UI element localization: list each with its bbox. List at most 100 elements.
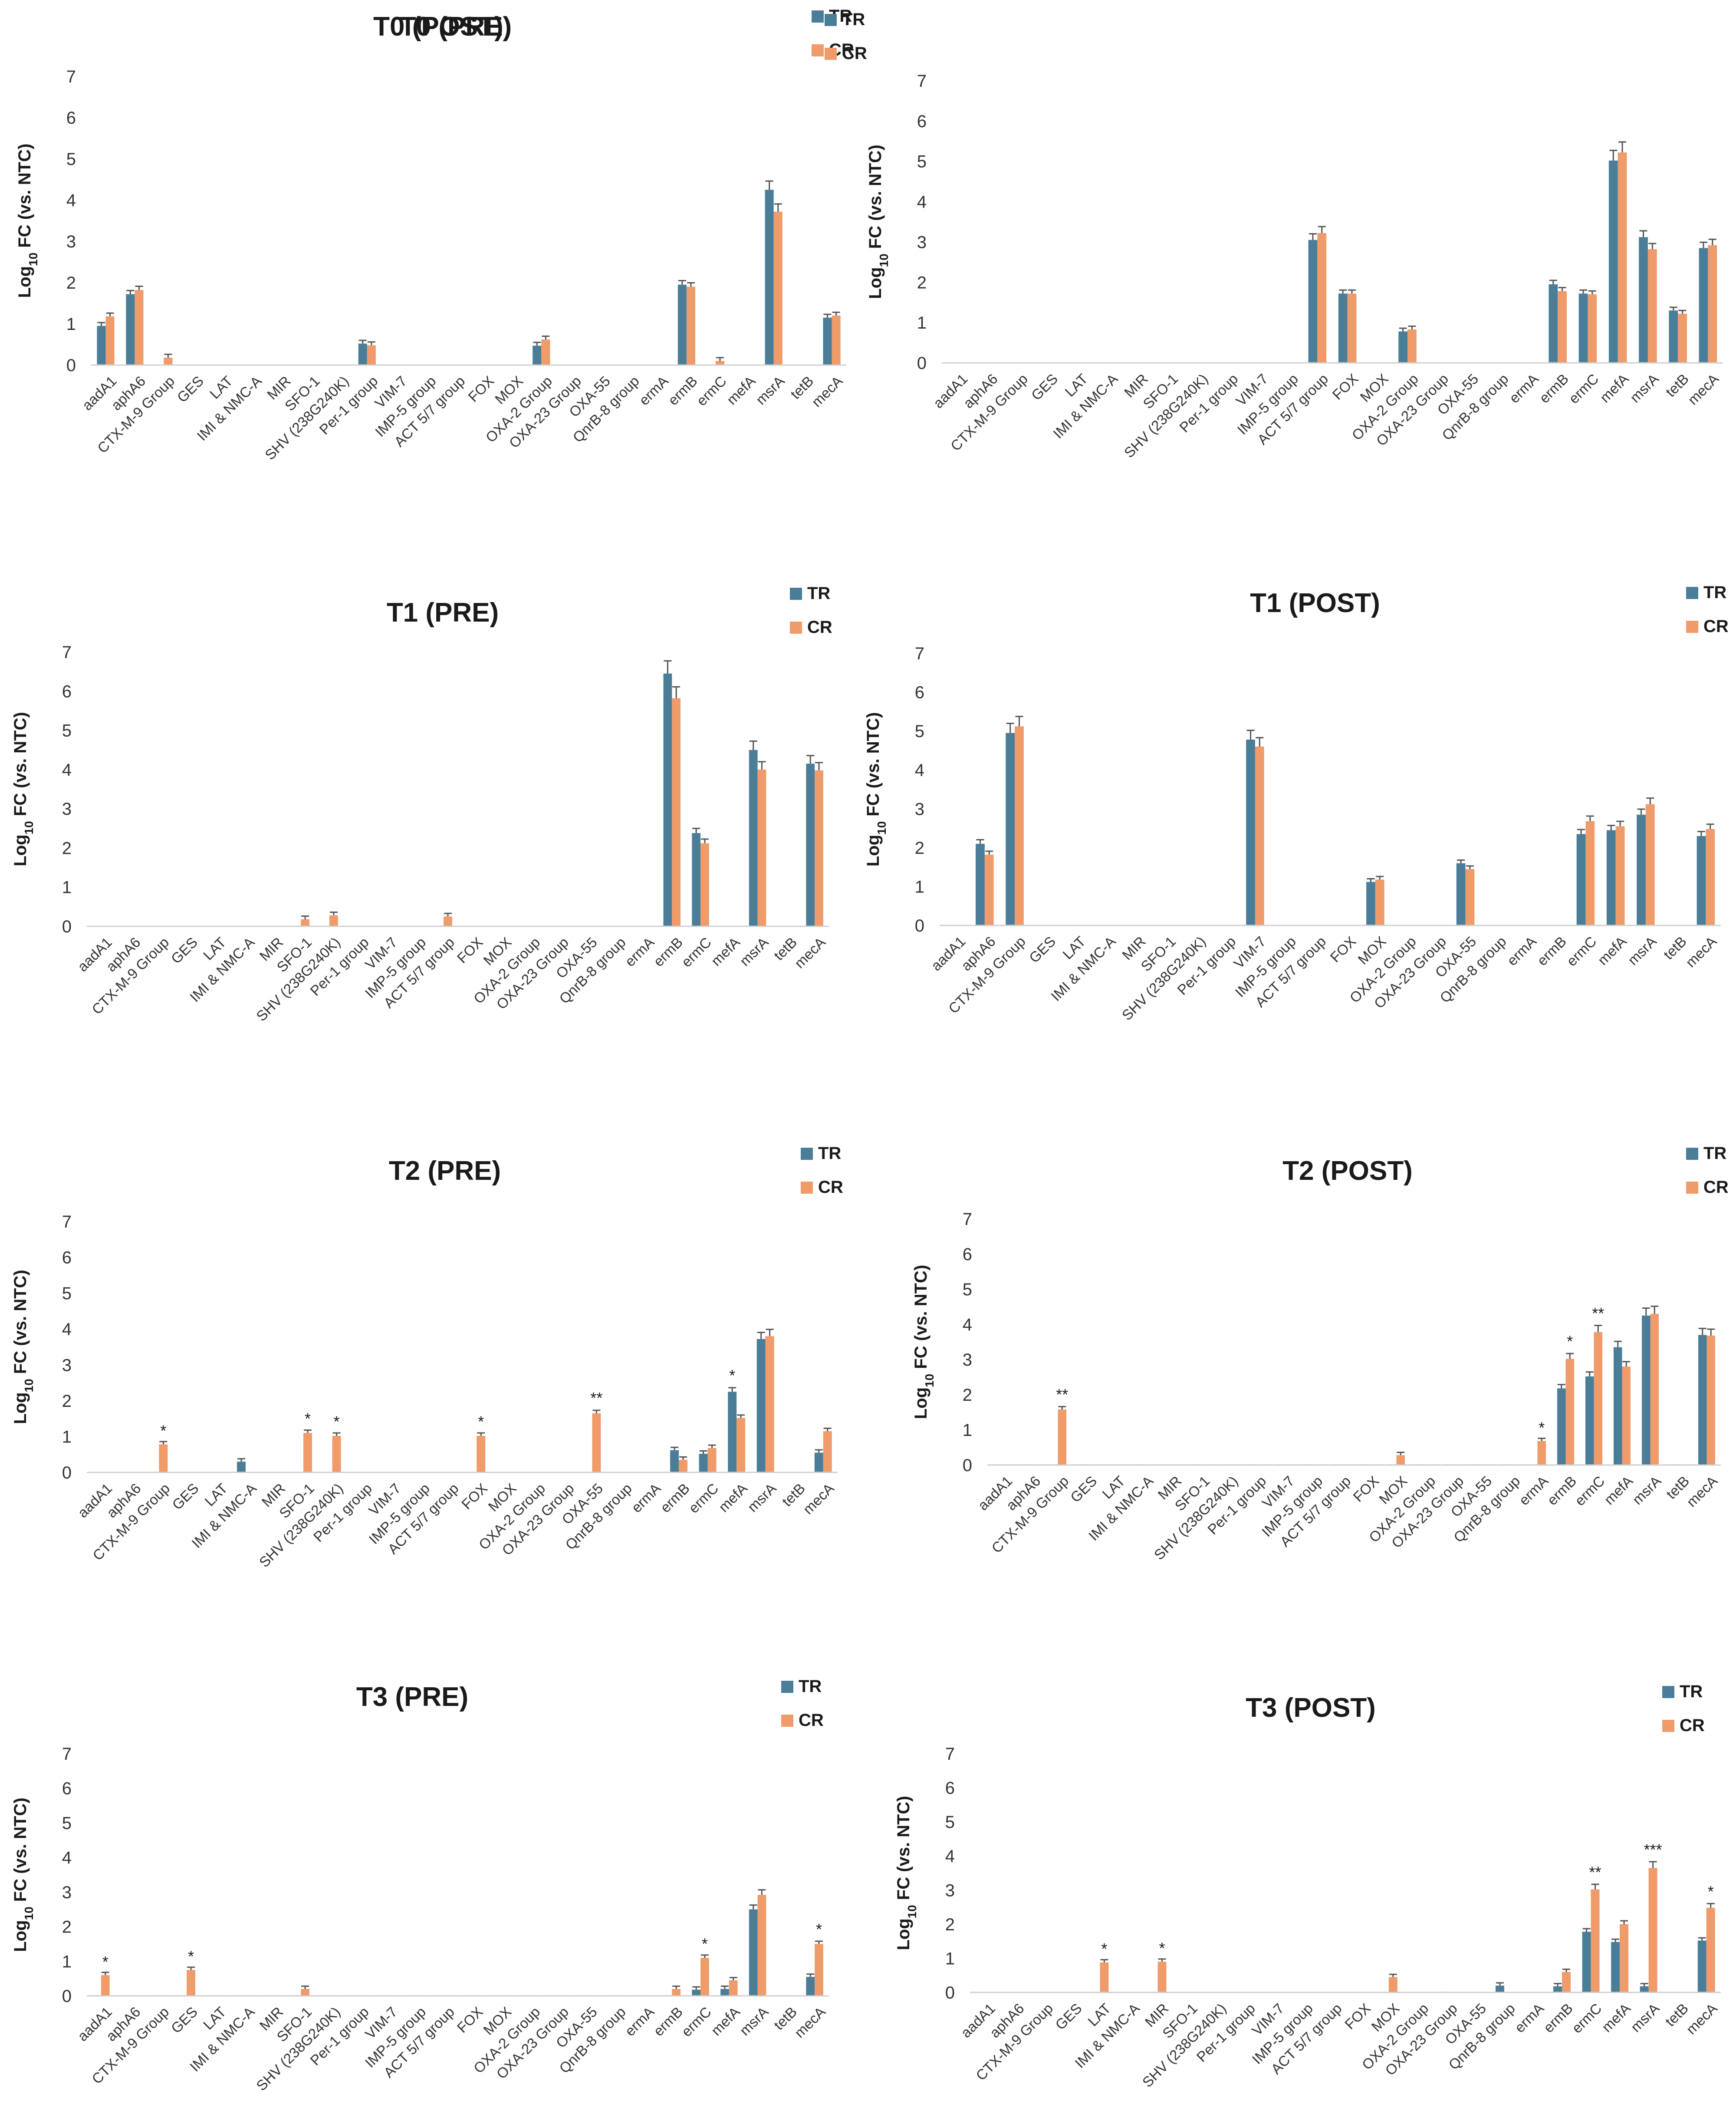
- y-axis-label-subscript: 10: [22, 1379, 36, 1392]
- bar-cr: [672, 1989, 681, 1996]
- y-tick-label: 3: [915, 800, 924, 819]
- significance-marker: ***: [1644, 1840, 1662, 1858]
- bar-tr: [756, 1339, 766, 1472]
- y-tick-label: 6: [62, 682, 72, 701]
- bar-cr: [1100, 1962, 1109, 1992]
- x-tick-label: mefA: [1597, 371, 1632, 406]
- y-axis-label: Log10 FC (vs. NTC): [15, 144, 40, 298]
- bar-tr: [1669, 310, 1678, 363]
- x-tick-label: mecA: [1682, 933, 1720, 971]
- legend-swatch-cr: [1686, 621, 1698, 633]
- x-tick-label: ermB: [665, 373, 700, 408]
- bar-cr: [823, 1431, 832, 1472]
- x-tick-label: ermC: [694, 373, 730, 409]
- legend-label-cr: CR: [1703, 1178, 1729, 1197]
- y-axis-label-rest: FC (vs. NTC): [911, 1265, 930, 1374]
- y-tick-label: 4: [915, 761, 924, 780]
- y-axis-label-log: Log: [864, 835, 883, 866]
- y-tick-label: 6: [62, 1779, 72, 1798]
- significance-marker: **: [1056, 1386, 1068, 1403]
- significance-marker: *: [188, 1948, 194, 1966]
- y-tick-label: 1: [917, 313, 927, 333]
- bar-cr: [1465, 869, 1475, 925]
- x-tick-label: GES: [1026, 933, 1059, 966]
- x-tick-label: ermC: [1568, 2000, 1604, 2036]
- bar-cr: [729, 1980, 738, 1996]
- x-tick-label: FOX: [1341, 2000, 1374, 2032]
- y-tick-label: 4: [963, 1315, 972, 1334]
- bar-tr: [1639, 237, 1648, 363]
- legend-swatch-tr: [1686, 587, 1698, 599]
- bar-cr: [301, 919, 309, 926]
- bar-tr: [720, 1989, 729, 1996]
- bar-cr: [303, 1433, 312, 1472]
- legend-swatch-cr: [790, 622, 802, 634]
- bar-tr: [126, 294, 135, 365]
- legend-label-cr: CR: [799, 1711, 824, 1730]
- y-tick-label: 2: [963, 1386, 972, 1405]
- bar-cr: [1622, 1366, 1631, 1465]
- bar-cr: [1558, 291, 1567, 363]
- x-tick-label: mefA: [1601, 1473, 1636, 1508]
- bar-cr: [1537, 1441, 1546, 1465]
- y-tick-label: 4: [66, 191, 76, 210]
- legend-label-tr: TR: [1703, 1144, 1726, 1163]
- bar-cr: [707, 1448, 717, 1472]
- y-axis-label-log: Log: [11, 1920, 30, 1952]
- y-tick-label: 7: [66, 67, 76, 86]
- x-tick-label: aadA1: [928, 933, 969, 974]
- bar-cr: [815, 1944, 823, 1996]
- bar-tr: [699, 1454, 708, 1472]
- bar-cr: [1015, 726, 1024, 925]
- y-tick-label: 5: [963, 1280, 972, 1299]
- y-tick-label: 2: [915, 839, 924, 858]
- y-axis-label: Log10 FC (vs. NTC): [894, 1796, 919, 1950]
- y-tick-label: 1: [62, 878, 72, 897]
- legend-label-tr: TR: [1703, 583, 1726, 602]
- bar-tr: [670, 1450, 679, 1472]
- bar-cr: [1708, 245, 1717, 363]
- bar-cr: [700, 1958, 709, 1996]
- bar-cr: [1396, 1455, 1405, 1465]
- legend-label-tr: TR: [807, 584, 830, 603]
- x-tick-label: ermA: [622, 934, 658, 970]
- x-tick-label: ermC: [678, 934, 714, 970]
- x-tick-label: mecA: [809, 373, 846, 410]
- x-tick-label: ermC: [685, 1480, 721, 1516]
- legend-swatch-tr: [812, 10, 824, 23]
- bar-cr: [1588, 294, 1597, 363]
- legend-swatch-tr: [1686, 1148, 1698, 1160]
- y-tick-label: 3: [62, 800, 72, 819]
- bar-tr: [1698, 1335, 1707, 1465]
- x-tick-label: GES: [1052, 2000, 1085, 2033]
- y-tick-label: 1: [62, 1952, 72, 1971]
- bar-cr: [332, 1435, 341, 1472]
- bar-tr: [749, 1909, 758, 1996]
- bar-tr: [1398, 331, 1408, 363]
- y-tick-label: 3: [66, 232, 76, 251]
- bar-cr: [1618, 152, 1627, 363]
- y-tick-label: 7: [917, 72, 927, 91]
- y-tick-label: 2: [62, 1918, 72, 1937]
- y-tick-label: 0: [62, 1987, 72, 2006]
- bar-cr: [367, 345, 376, 365]
- x-tick-label: ermB: [1544, 1473, 1580, 1508]
- legend-label-cr: CR: [1680, 1716, 1705, 1735]
- legend-label-cr: CR: [807, 618, 832, 637]
- y-axis-label: Log10 FC (vs. NTC): [11, 712, 36, 866]
- bar-cr: [1347, 293, 1357, 363]
- x-tick-label: GES: [1028, 371, 1061, 403]
- x-tick-label: FOX: [454, 2004, 486, 2036]
- x-tick-label: ermB: [1534, 933, 1569, 969]
- bar-cr: [736, 1418, 746, 1472]
- x-tick-label: GES: [168, 2004, 201, 2036]
- chart-title: T1 (POST): [1250, 588, 1380, 618]
- bar-cr: [1620, 1924, 1629, 1992]
- y-axis-label-subscript: 10: [923, 1374, 936, 1387]
- y-axis-label-log: Log: [11, 834, 30, 866]
- y-axis-label-subscript: 10: [26, 253, 40, 266]
- significance-marker: *: [816, 1920, 822, 1938]
